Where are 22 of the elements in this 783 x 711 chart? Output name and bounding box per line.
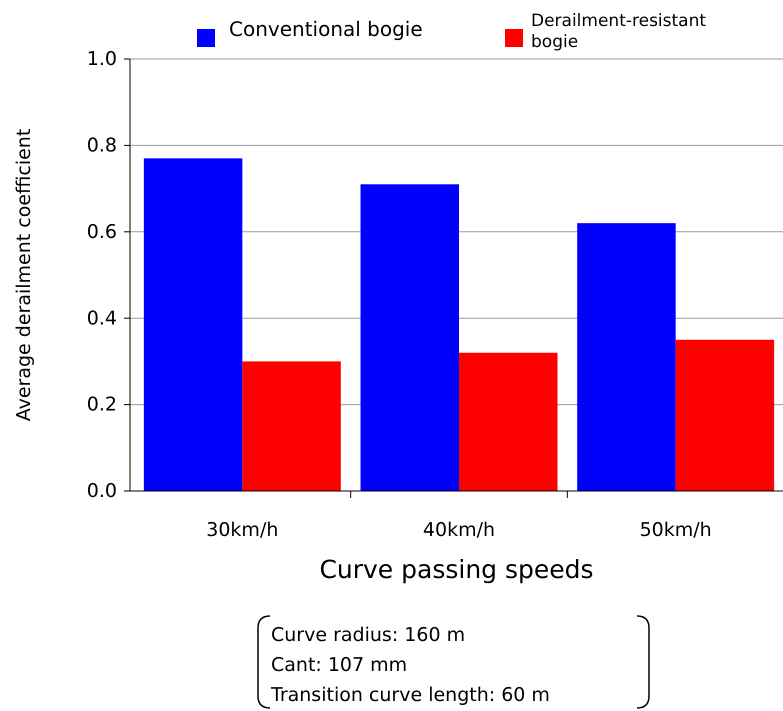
x-tick-label: 30km/h (206, 519, 278, 541)
y-tick-label: 0.6 (86, 220, 117, 243)
y-tick-label: 0.0 (86, 480, 117, 502)
y-tick-label: 0.8 (86, 134, 117, 156)
bar (459, 352, 558, 491)
y-tick-label: 0.4 (86, 307, 117, 330)
y-tick-label: 1.0 (86, 48, 117, 70)
bar (242, 361, 341, 491)
x-axis-title: Curve passing speeds (319, 555, 594, 584)
text: Transition curve length: 60 m (270, 684, 550, 706)
bar (676, 340, 774, 491)
bar (577, 223, 676, 491)
legend-label: Conventional bogie (229, 17, 423, 41)
y-tick-label: 0.2 (86, 394, 117, 416)
x-tick-label: 40km/h (422, 519, 496, 541)
text: Curve radius: 160 m (271, 624, 466, 646)
x-tick-label: 50km/h (640, 519, 712, 541)
y-axis-title: Average derailment coefficient (13, 128, 35, 422)
bar (360, 184, 459, 491)
legend-label: Derailment-resistant bogie (531, 11, 706, 52)
text: Cant: 107 mm (271, 654, 408, 676)
bar (144, 158, 242, 491)
